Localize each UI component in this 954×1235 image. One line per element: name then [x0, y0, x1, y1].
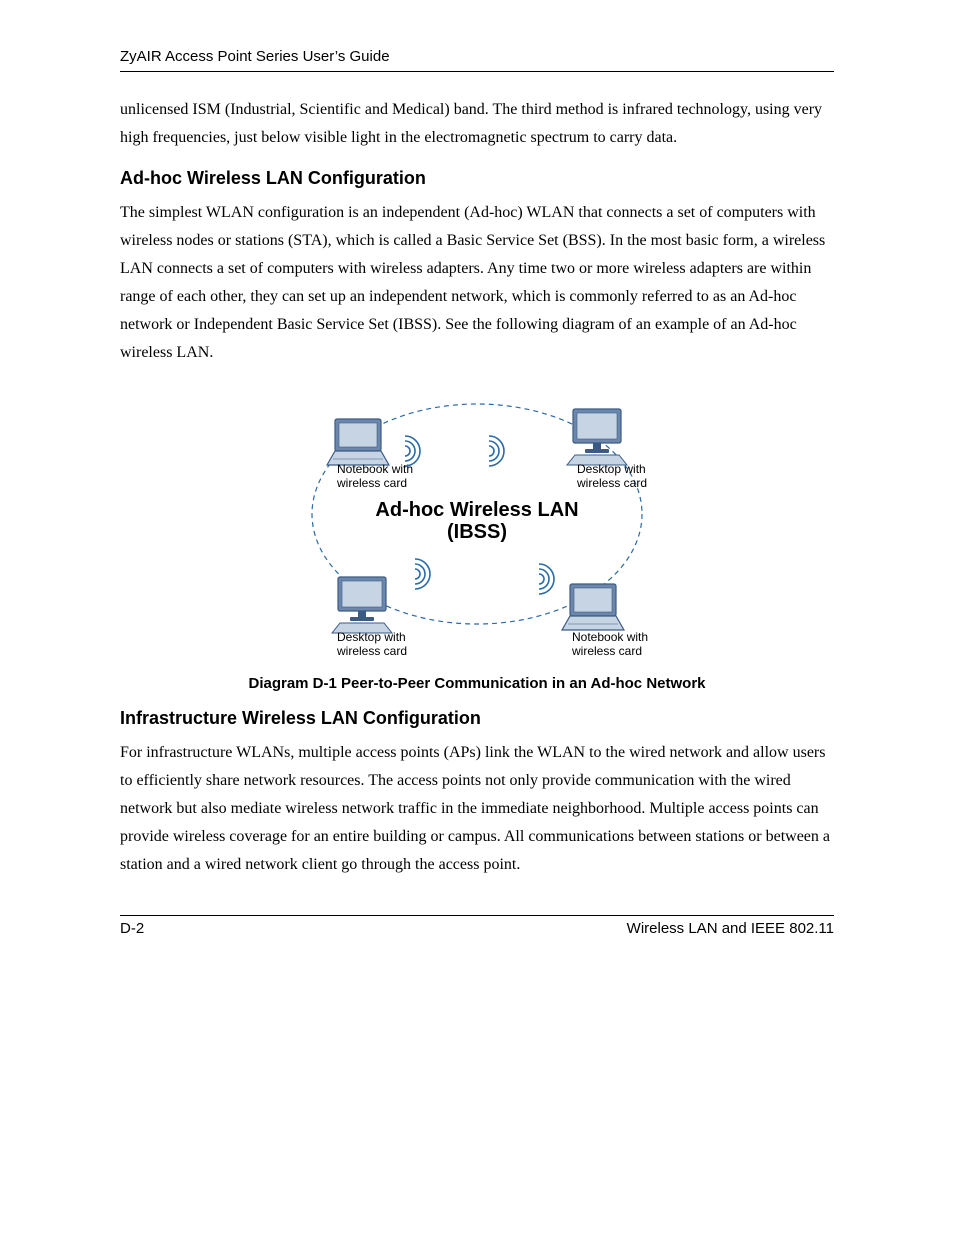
- intro-paragraph: unlicensed ISM (Industrial, Scientific a…: [120, 96, 834, 152]
- section-heading-infra: Infrastructure Wireless LAN Configuratio…: [120, 708, 834, 729]
- adhoc-diagram-svg: Ad-hoc Wireless LAN(IBSS)Notebook withwi…: [277, 379, 677, 669]
- adhoc-paragraph: The simplest WLAN configuration is an in…: [120, 199, 834, 367]
- svg-text:wireless card: wireless card: [336, 476, 407, 490]
- svg-text:Desktop with: Desktop with: [337, 630, 406, 644]
- diagram-caption: Diagram D-1 Peer-to-Peer Communication i…: [120, 675, 834, 692]
- svg-text:Notebook with: Notebook with: [337, 462, 413, 476]
- svg-text:Ad-hoc Wireless LAN: Ad-hoc Wireless LAN: [375, 499, 578, 521]
- svg-text:wireless card: wireless card: [571, 644, 642, 658]
- page-footer: D-2 Wireless LAN and IEEE 802.11: [120, 915, 834, 937]
- adhoc-diagram: Ad-hoc Wireless LAN(IBSS)Notebook withwi…: [120, 379, 834, 669]
- infra-paragraph: For infrastructure WLANs, multiple acces…: [120, 739, 834, 879]
- svg-text:wireless card: wireless card: [576, 476, 647, 490]
- svg-text:wireless card: wireless card: [336, 644, 407, 658]
- svg-text:(IBSS): (IBSS): [447, 521, 507, 543]
- section-heading-adhoc: Ad-hoc Wireless LAN Configuration: [120, 168, 834, 189]
- svg-text:Desktop with: Desktop with: [577, 462, 646, 476]
- footer-section-title: Wireless LAN and IEEE 802.11: [627, 920, 834, 937]
- svg-text:Notebook with: Notebook with: [572, 630, 648, 644]
- footer-page-number: D-2: [120, 920, 144, 937]
- running-header: ZyAIR Access Point Series User’s Guide: [120, 48, 834, 72]
- document-page: ZyAIR Access Point Series User’s Guide u…: [0, 0, 954, 937]
